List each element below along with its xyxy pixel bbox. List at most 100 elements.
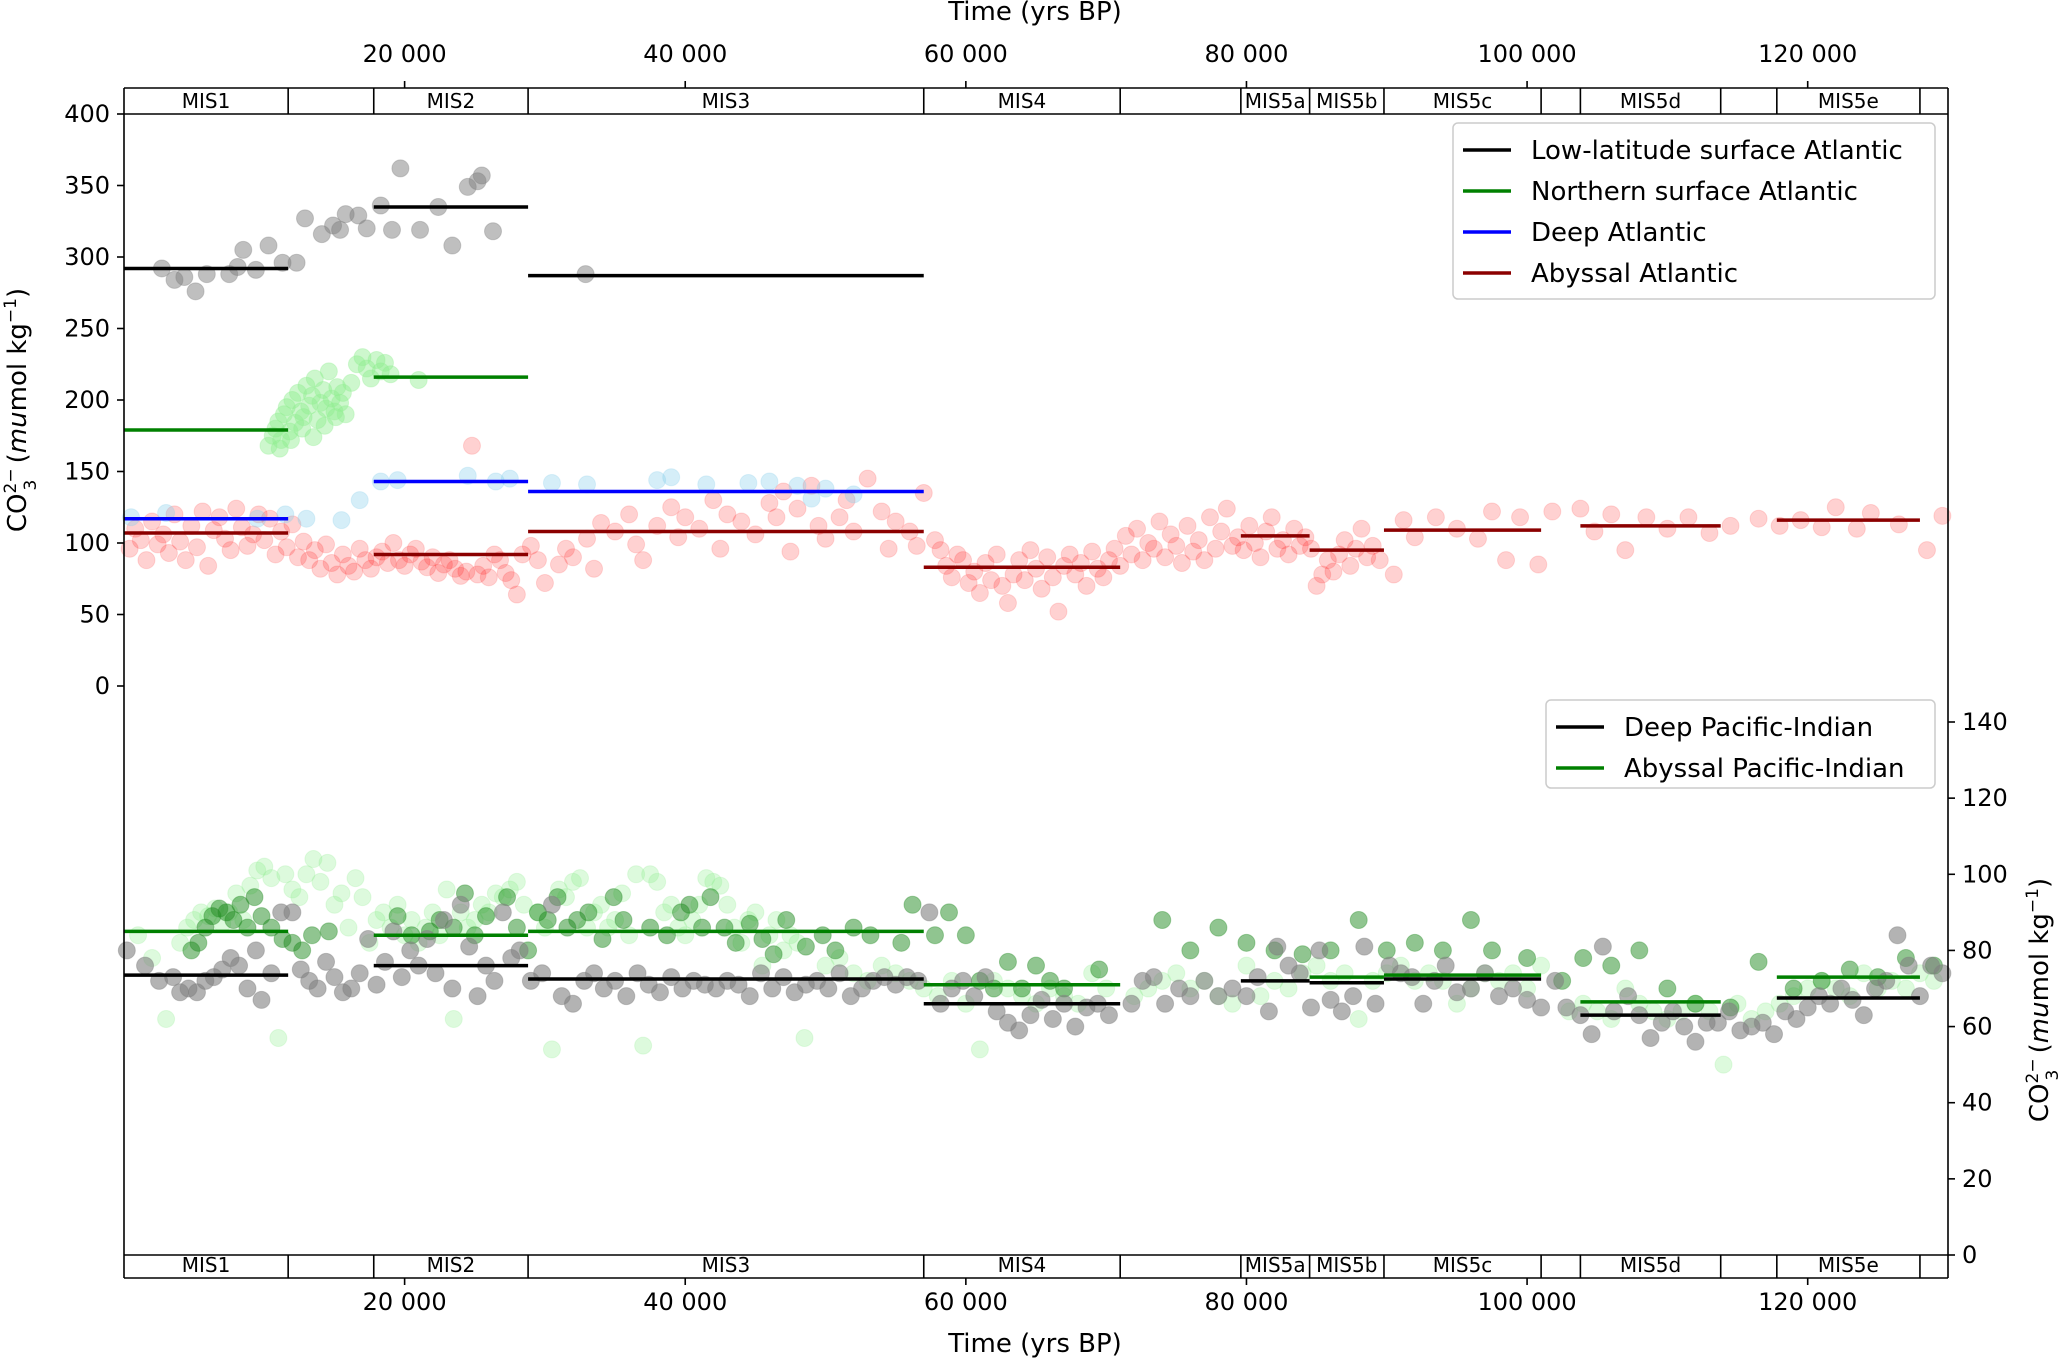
atlantic-point-abyssal [171, 532, 190, 551]
atlantic-legend-label: Northern surface Atlantic [1531, 177, 1858, 207]
pacific-point-deep [1302, 998, 1321, 1017]
left-y-tick-label: 100 [64, 529, 110, 557]
pacific-point-abyssal_dark [940, 903, 959, 922]
pacific-point-abyssal [634, 1036, 653, 1055]
atlantic-point-northern_surface [311, 393, 330, 412]
atlantic-point-abyssal [1128, 519, 1147, 538]
left-y-tick-label: 350 [64, 172, 110, 200]
atlantic-point-abyssal [311, 559, 330, 578]
atlantic-point-abyssal [305, 541, 324, 560]
atlantic-point-abyssal [1161, 525, 1180, 544]
pacific-point-abyssal_dark [956, 926, 975, 945]
mis-label-top: MIS4 [998, 89, 1047, 113]
pacific-point-deep [1156, 994, 1175, 1013]
pacific-point-deep [1209, 987, 1228, 1006]
atlantic-point-northern_surface [315, 416, 334, 435]
mis-label-top: MIS1 [182, 89, 231, 113]
atlantic-point-abyssal [288, 548, 307, 567]
atlantic-point-abyssal [528, 551, 547, 570]
atlantic-point-abyssal [1105, 539, 1124, 558]
atlantic-point-abyssal [1637, 508, 1656, 527]
right-y-tick-label: 20 [1962, 1165, 1993, 1193]
mis-label-bottom: MIS5b [1316, 1253, 1377, 1277]
atlantic-point-abyssal [1083, 542, 1102, 561]
atlantic-point-abyssal [993, 576, 1012, 595]
atlantic-point-abyssal [1679, 508, 1698, 527]
atlantic-point-northern_surface [367, 350, 386, 369]
x-tick-label-top: 40 000 [643, 40, 727, 68]
atlantic-point-abyssal [886, 512, 905, 531]
atlantic-point-abyssal [1341, 556, 1360, 575]
pacific-point-abyssal_dark [1686, 994, 1705, 1013]
atlantic-point-abyssal [1133, 551, 1152, 570]
atlantic-point-abyssal [1167, 536, 1186, 555]
x-tick-label-bottom: 60 000 [924, 1288, 1008, 1316]
pacific-point-abyssal_dark [303, 926, 322, 945]
pacific-point-abyssal_dark [238, 918, 257, 937]
pacific-point-abyssal_dark [604, 888, 623, 907]
pacific-point-deep [1195, 971, 1214, 990]
atlantic-point-abyssal [1352, 519, 1371, 538]
pacific-point-abyssal [262, 869, 281, 888]
pacific-point-deep [1122, 994, 1141, 1013]
atlantic-point-abyssal [446, 559, 465, 578]
pacific-point-abyssal_dark [892, 933, 911, 952]
mis-label-bottom: MIS5a [1245, 1253, 1306, 1277]
atlantic-point-low_latitude_surface [382, 220, 401, 239]
atlantic-point-abyssal [1847, 519, 1866, 538]
atlantic-point-northern_surface [274, 405, 293, 424]
pacific-point-abyssal [795, 1028, 814, 1047]
right-y-title-mu: mu [2025, 1001, 2055, 1043]
pacific-point-deep [443, 979, 462, 998]
atlantic-point-low_latitude_surface [391, 159, 410, 178]
pacific-point-abyssal [648, 872, 667, 891]
pacific-point-abyssal [255, 857, 274, 876]
x-tick-label-bottom: 120 000 [1758, 1288, 1857, 1316]
atlantic-point-abyssal [457, 562, 476, 581]
pacific-point-abyssal_dark [224, 910, 243, 929]
atlantic-point-abyssal [959, 574, 978, 593]
atlantic-point-abyssal [732, 512, 751, 531]
pacific-point-abyssal [325, 895, 344, 914]
pacific-point-deep [325, 968, 344, 987]
pacific-point-deep [1933, 964, 1952, 983]
mis-label-top: MIS5a [1245, 89, 1306, 113]
right-y-title-unit-sup: −1 [2023, 888, 2043, 913]
pacific-point-deep [1043, 1009, 1062, 1028]
pacific-point-abyssal_dark [1574, 949, 1593, 968]
pacific-point-deep [1344, 987, 1363, 1006]
mis-label-bottom: MIS5d [1620, 1253, 1681, 1277]
left-y-tick-label: 50 [79, 601, 110, 629]
atlantic-point-low_latitude_surface [472, 166, 491, 185]
atlantic-point-abyssal [187, 538, 206, 557]
pacific-point-abyssal_dark [388, 907, 407, 926]
pacific-point-deep [1066, 1017, 1085, 1036]
pacific-point-abyssal [676, 926, 695, 945]
mis-label-top: MIS2 [427, 89, 476, 113]
atlantic-point-abyssal [1094, 568, 1113, 587]
x-tick-label-top: 60 000 [924, 40, 1008, 68]
right-y-title-main: CO [2025, 1084, 2055, 1123]
pacific-point-abyssal_dark [796, 937, 815, 956]
x-tick-label-bottom: 100 000 [1477, 1288, 1576, 1316]
pacific-point-deep [1888, 926, 1907, 945]
pacific-point-abyssal [353, 888, 372, 907]
atlantic-point-northern_surface [294, 408, 313, 427]
pacific-point-deep [1099, 1006, 1118, 1025]
atlantic-legend-label: Abyssal Atlantic [1531, 259, 1738, 289]
pacific-point-deep [401, 941, 420, 960]
pacific-point-abyssal_dark [579, 903, 598, 922]
pacific-point-deep [1557, 998, 1576, 1017]
atlantic-point-abyssal [830, 508, 849, 527]
pacific-point-abyssal [1349, 1009, 1368, 1028]
atlantic-point-northern_surface [286, 413, 305, 432]
atlantic-point-low_latitude_surface [331, 220, 350, 239]
pacific-point-abyssal [1307, 956, 1326, 975]
pacific-point-abyssal [444, 1009, 463, 1028]
pacific-point-deep [283, 903, 302, 922]
pacific-point-abyssal [367, 910, 386, 929]
atlantic-point-abyssal [1721, 516, 1740, 535]
x-tick-label-top: 100 000 [1477, 40, 1576, 68]
pacific-point-deep [1259, 1002, 1278, 1021]
